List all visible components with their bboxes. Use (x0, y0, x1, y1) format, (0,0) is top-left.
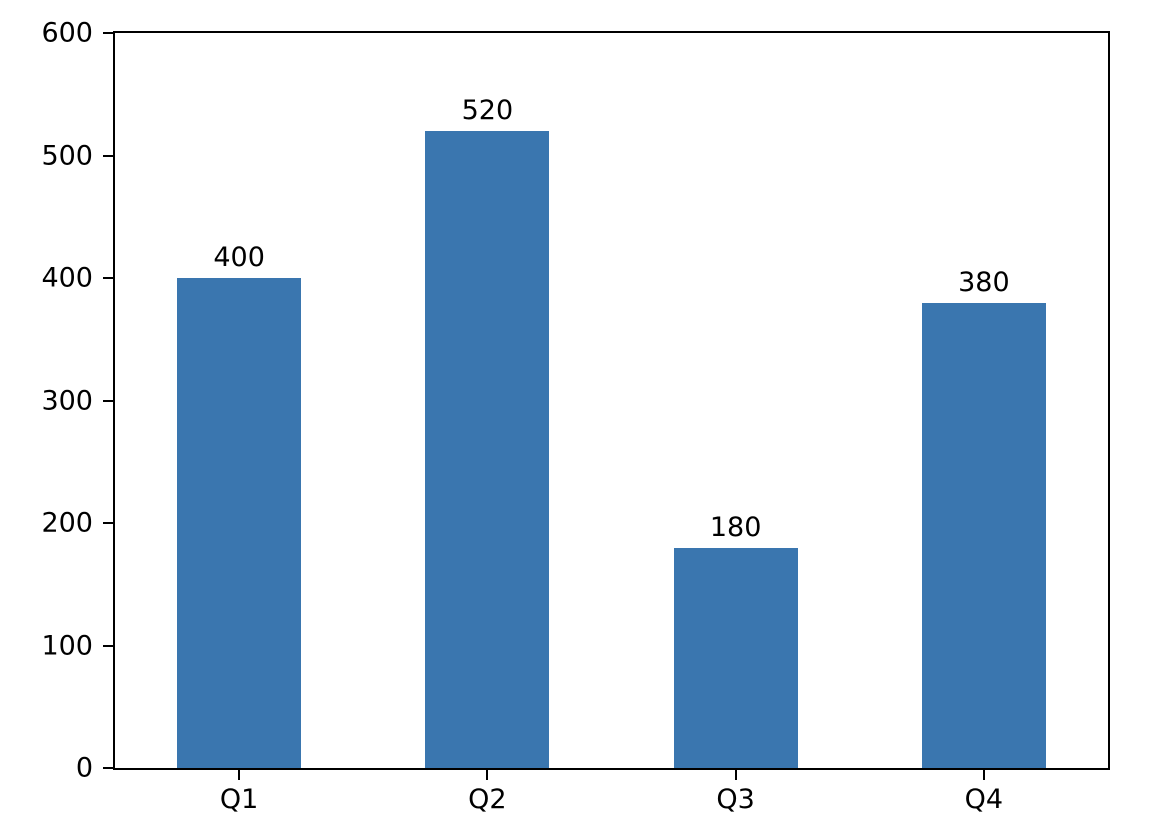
y-tick-label: 300 (41, 385, 93, 416)
x-tick-label: Q2 (468, 784, 507, 815)
bar-q3 (673, 547, 798, 768)
bar-q2 (425, 131, 550, 768)
bar-q4 (921, 302, 1046, 768)
y-tick-mark (103, 277, 113, 279)
y-tick-label: 100 (41, 630, 93, 661)
x-tick-label: Q3 (716, 784, 755, 815)
y-tick-label: 400 (41, 262, 93, 294)
y-tick-label: 600 (41, 17, 93, 49)
y-tick-mark (103, 399, 113, 402)
x-tick-mark (734, 770, 737, 780)
y-tick-label: 500 (41, 140, 93, 171)
x-tick-mark (238, 770, 241, 780)
y-tick-mark (103, 644, 113, 647)
y-tick-mark (103, 767, 113, 769)
y-tick-mark (103, 522, 113, 524)
x-tick-label: Q4 (964, 784, 1004, 815)
plot-area: 0 100 200 300 400 500 600 400 Q1 520 Q2 180 Q3 380 Q4 (41, 20, 1110, 813)
x-tick-mark (486, 770, 489, 780)
x-tick-mark (982, 770, 985, 780)
bar-q1 (177, 278, 302, 768)
y-tick-mark (103, 154, 113, 157)
bar-value-label: 520 (461, 95, 514, 126)
y-tick-mark (103, 32, 113, 34)
bar-value-label: 400 (213, 242, 265, 273)
y-tick-label: 200 (41, 507, 93, 539)
x-tick-label: Q1 (219, 784, 259, 815)
bar-value-label: 180 (709, 511, 762, 543)
bar-value-label: 380 (958, 266, 1010, 298)
y-tick-label: 0 (75, 752, 93, 784)
